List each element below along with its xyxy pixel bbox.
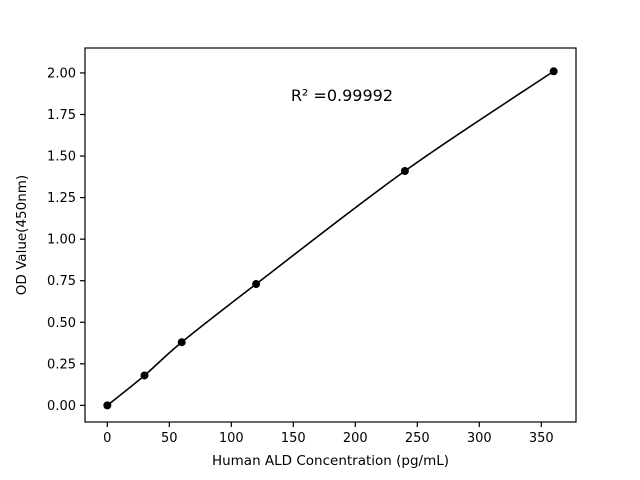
axis-ticks: 0 50 100 150 200 250 300 350 0.00 0.25 0.50 0.75 1.0… <box>47 66 554 446</box>
r-squared-annotation: R² =0.99992 <box>291 86 393 105</box>
data-point-marker <box>177 338 186 347</box>
y-tick-label: 1.75 <box>47 108 76 123</box>
data-point-marker <box>400 167 409 176</box>
x-axis-label: Human ALD Concentration (pg/mL) <box>212 453 449 469</box>
data-point-marker <box>252 280 261 289</box>
data-point-marker <box>103 401 112 410</box>
y-tick-label: 0.00 <box>47 399 76 414</box>
y-axis-label: OD Value(450nm) <box>14 175 30 295</box>
x-tick-label: 200 <box>343 431 368 446</box>
y-tick-label: 2.00 <box>47 66 76 81</box>
x-tick-label: 350 <box>529 431 554 446</box>
x-tick-label: 0 <box>103 431 111 446</box>
y-tick-label: 1.50 <box>47 150 76 165</box>
x-tick-label: 50 <box>161 431 178 446</box>
y-tick-label: 1.25 <box>47 191 76 206</box>
axes-spines <box>84 47 577 423</box>
y-tick-label: 1.00 <box>47 233 76 248</box>
data-point-marker <box>140 371 149 380</box>
fit-curve <box>106 70 555 407</box>
data-point-marker <box>549 67 558 76</box>
y-tick-label: 0.25 <box>47 357 76 372</box>
x-tick-label: 150 <box>281 431 306 446</box>
y-tick-label: 0.50 <box>47 316 76 331</box>
data-series <box>103 67 558 410</box>
x-tick-label: 250 <box>405 431 430 446</box>
x-tick-label: 300 <box>467 431 492 446</box>
x-tick-label: 100 <box>219 431 244 446</box>
y-tick-label: 0.75 <box>47 274 76 289</box>
plot-box <box>84 47 577 423</box>
